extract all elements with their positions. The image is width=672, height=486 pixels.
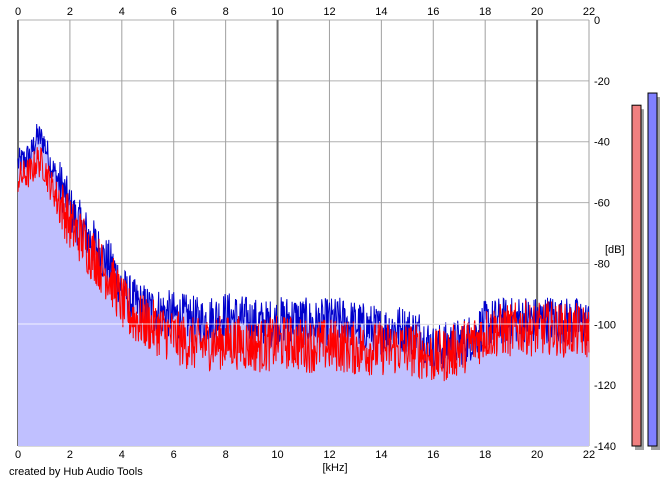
x-tick-label: 4 [119,6,125,18]
x-tick-label: 22 [583,449,595,461]
y-axis-label: [dB] [605,244,625,256]
level-meters [631,92,660,451]
x-tick-label: 20 [531,449,543,461]
y-tick-label: 0 [594,15,600,27]
x-tick-label: 6 [171,6,177,18]
x-tick-label: 8 [223,6,229,18]
x-tick-labels-bottom: 0 2 4 6 8 10 12 14 16 18 20 22 [15,449,595,461]
x-tick-label: 6 [171,449,177,461]
x-tick-label: 0 [15,449,21,461]
x-tick-label: 14 [375,6,387,18]
x-tick-label: 16 [427,449,439,461]
x-tick-label: 18 [479,6,491,18]
y-tick-label: -40 [594,137,610,149]
credit-text: created by Hub Audio Tools [9,466,143,478]
y-tick-label: -60 [594,198,610,210]
level-meter-bar [631,104,642,447]
y-tick-label: -20 [594,76,610,88]
x-tick-label: 4 [119,449,125,461]
x-tick-label: 18 [479,449,491,461]
x-axis-label: [kHz] [322,462,347,474]
x-tick-label: 0 [15,6,21,18]
x-tick-label: 10 [271,6,283,18]
y-tick-label: -80 [594,258,610,270]
y-tick-labels: 0 -20 -40 -60 -80 -100 -120 -140 [594,15,616,453]
x-tick-label: 2 [67,449,73,461]
x-tick-label: 22 [583,6,595,18]
level-meter-bar [647,92,658,447]
y-tick-label: -120 [594,380,616,392]
y-tick-label: -100 [594,319,616,331]
x-tick-label: 12 [323,449,335,461]
x-tick-label: 10 [271,449,283,461]
x-tick-label: 12 [323,6,335,18]
x-tick-label: 8 [223,449,229,461]
x-tick-label: 16 [427,6,439,18]
x-tick-label: 14 [375,449,387,461]
x-tick-labels-top: 0 2 4 6 8 10 12 14 16 18 20 22 [15,6,595,18]
spectrum-line-red [17,146,590,382]
x-tick-label: 2 [67,6,73,18]
y-tick-label: -140 [594,441,616,453]
x-tick-label: 20 [531,6,543,18]
